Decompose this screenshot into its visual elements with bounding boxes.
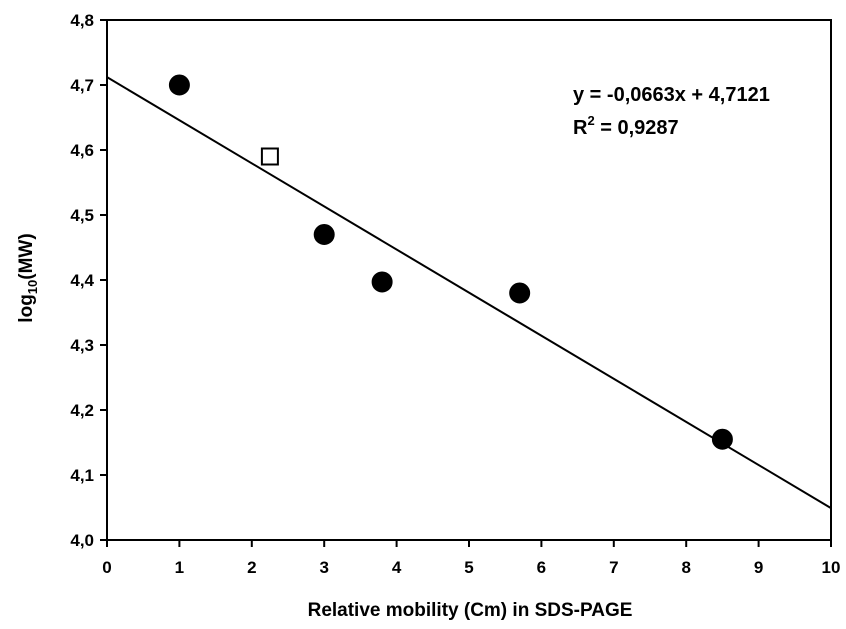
- data-point-circle: [371, 271, 393, 293]
- y-tick-label: 4,5: [70, 206, 94, 225]
- r-squared-exponent: 2: [587, 113, 594, 128]
- data-points: [168, 74, 733, 450]
- y-tick-label: 4,7: [70, 76, 94, 95]
- x-tick-label: 10: [822, 558, 841, 577]
- data-point-circle: [509, 282, 531, 304]
- y-tick-label: 4,0: [70, 531, 94, 550]
- x-tick-label: 2: [247, 558, 256, 577]
- data-point-circle: [711, 428, 733, 450]
- data-point-circle: [168, 74, 190, 96]
- x-tick-label: 7: [609, 558, 618, 577]
- r-squared-annotation: R2 = 0,9287: [573, 113, 679, 139]
- data-point-circle: [313, 224, 335, 245]
- r-squared-base: R: [573, 117, 588, 139]
- r-squared-value: = 0,9287: [595, 117, 679, 139]
- x-tick-label: 1: [175, 558, 184, 577]
- plot-area-frame: [106, 19, 832, 541]
- y-axis-ticks: [100, 19, 107, 541]
- x-tick-label: 4: [392, 558, 402, 577]
- y-tick-label: 4,4: [70, 271, 94, 290]
- x-axis-ticks: [106, 540, 832, 547]
- data-point-square: [260, 147, 279, 166]
- x-axis-title: Relative mobility (Cm) in SDS-PAGE: [308, 600, 633, 621]
- trendline: [106, 76, 832, 509]
- regression-equation: y = -0,0663x + 4,7121: [573, 84, 770, 106]
- y-tick-label: 4,8: [70, 11, 94, 30]
- x-axis-tick-labels: 0 1 2 3 4 5 6 7 8 9 10: [102, 558, 840, 577]
- y-axis-title: log10(MW): [16, 233, 40, 322]
- y-axis-title-subscript: 10: [25, 280, 40, 294]
- y-tick-label: 4,1: [70, 466, 94, 485]
- x-tick-label: 6: [537, 558, 546, 577]
- x-tick-label: 5: [464, 558, 473, 577]
- y-axis-tick-labels: 4,0 4,1 4,2 4,3 4,4 4,5 4,6 4,7 4,8: [70, 11, 94, 550]
- y-tick-label: 4,2: [70, 401, 94, 420]
- x-tick-label: 3: [319, 558, 328, 577]
- x-tick-label: 0: [102, 558, 111, 577]
- y-tick-label: 4,3: [70, 336, 94, 355]
- y-tick-label: 4,6: [70, 141, 94, 160]
- y-axis-title-suffix: (MW): [16, 233, 37, 279]
- y-axis-title-prefix: log: [16, 294, 37, 323]
- x-tick-label: 8: [681, 558, 690, 577]
- x-tick-label: 9: [754, 558, 763, 577]
